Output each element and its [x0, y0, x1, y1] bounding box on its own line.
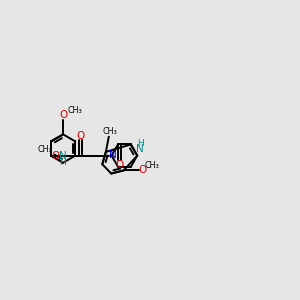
Text: N: N [136, 144, 144, 154]
Text: N: N [109, 150, 117, 160]
Text: H: H [137, 139, 144, 148]
Text: CH₃: CH₃ [145, 160, 160, 169]
Text: CH₃: CH₃ [38, 145, 53, 154]
Text: O: O [51, 151, 59, 160]
Text: H: H [59, 158, 66, 166]
Text: O: O [76, 131, 85, 141]
Text: O: O [115, 160, 124, 170]
Text: CH₃: CH₃ [103, 127, 118, 136]
Text: O: O [138, 165, 147, 176]
Text: N: N [59, 151, 67, 161]
Text: O: O [59, 110, 67, 120]
Text: CH₃: CH₃ [68, 106, 82, 115]
